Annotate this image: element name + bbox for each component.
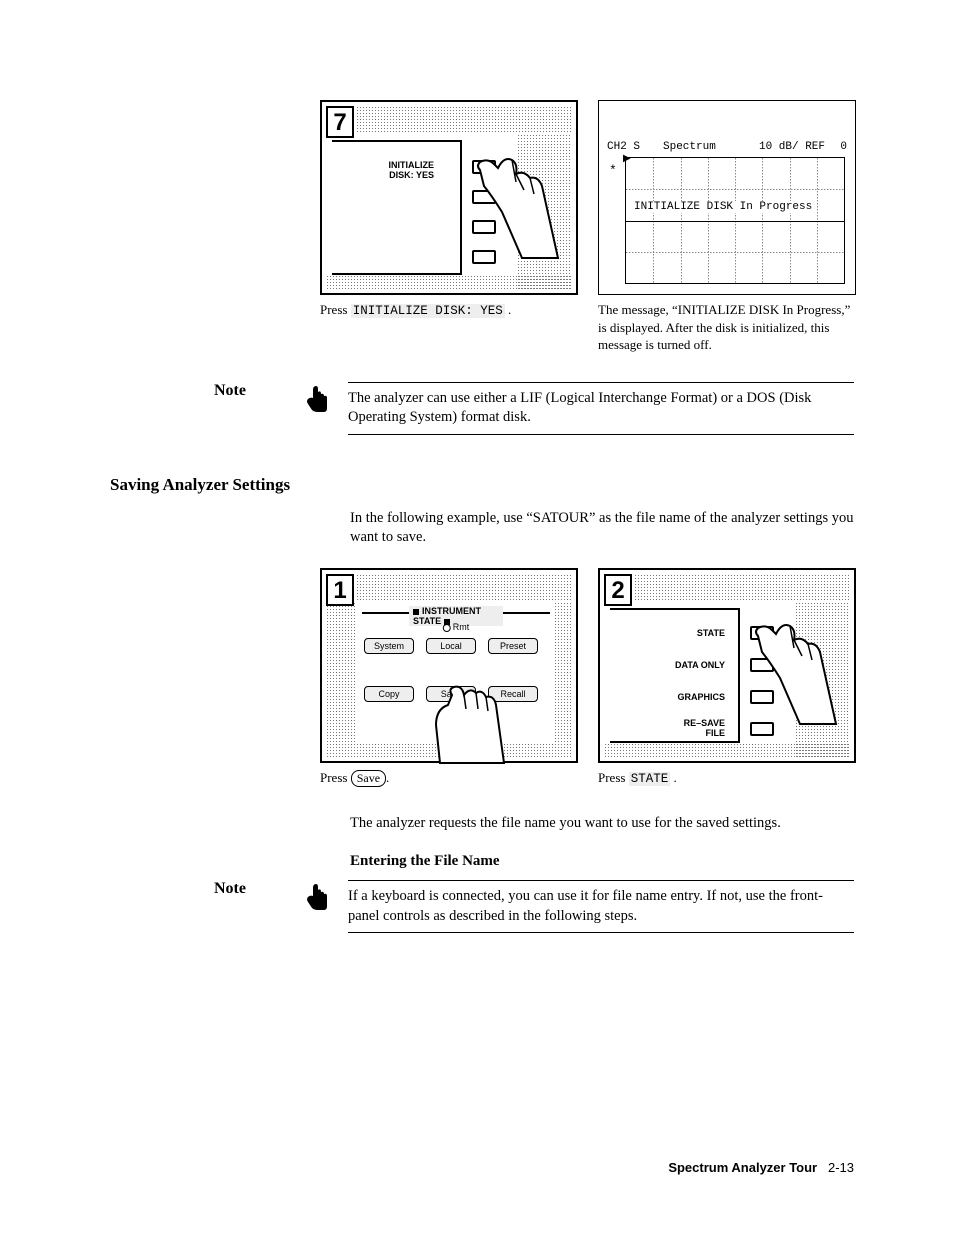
stipple-2-top: [634, 574, 850, 602]
stipple-top: [356, 106, 572, 134]
note-1-label: Note: [214, 382, 304, 400]
ref-label: 0: [840, 141, 847, 153]
figure-1-box: 1 INSTRUMENT STATE Rmt System Local Pres…: [320, 568, 578, 763]
step-number-1: 1: [326, 574, 354, 606]
preset-button: Preset: [488, 638, 538, 654]
footer-title: Spectrum Analyzer Tour: [668, 1160, 817, 1175]
screen-caption: The message, “INITIALIZE DISK In Progres…: [598, 301, 856, 354]
note-hand-icon-2: [304, 880, 334, 917]
sk-label-data: DATA ONLY: [655, 660, 725, 670]
stipple-1-left: [326, 602, 356, 743]
figure-row-1-2: 1 INSTRUMENT STATE Rmt System Local Pres…: [320, 568, 854, 788]
section-heading: Saving Analyzer Settings: [110, 475, 854, 495]
mode-label: Spectrum: [663, 141, 716, 153]
scale-label: 10 dB/ REF: [759, 141, 825, 153]
system-button: System: [364, 638, 414, 654]
note-2: Note If a keyboard is connected, you can…: [214, 880, 854, 933]
stipple-2-bot: [604, 743, 850, 757]
note-1: Note The analyzer can use either a LIF (…: [214, 382, 854, 435]
figure-1-col: 1 INSTRUMENT STATE Rmt System Local Pres…: [320, 568, 578, 788]
figure-7-box: 7 INITIALIZE DISK: YES: [320, 100, 578, 295]
save-key: Save: [351, 770, 386, 787]
figure-2-caption: Press STATE .: [598, 769, 856, 788]
hand-icon-2: [740, 608, 840, 728]
figure-2-col: 2 STATE DATA ONLY GRAPHICS RE–SAVEFILE: [598, 568, 856, 788]
cmd-state: STATE: [629, 772, 671, 786]
figure-7-caption: Press INITIALIZE DISK: YES .: [320, 301, 578, 320]
note-hand-icon: [304, 382, 334, 419]
rmt-indicator: Rmt: [443, 622, 470, 632]
figure-7-col: 7 INITIALIZE DISK: YES Press IN: [320, 100, 578, 354]
sk-label-resave: RE–SAVEFILE: [655, 718, 725, 738]
step-number-7: 7: [326, 106, 354, 138]
after-text: The analyzer requests the file name you …: [350, 814, 854, 834]
stipple-bottom: [326, 275, 572, 289]
sk-label-graphics: GRAPHICS: [655, 692, 725, 702]
hand-icon-1: [422, 685, 512, 765]
screen-col: CH2 S ▶ Spectrum 10 dB/ REF 0 * INITIALI…: [598, 100, 856, 354]
cmd-initialize: INITIALIZE DISK: YES: [351, 304, 505, 318]
copy-button: Copy: [364, 686, 414, 702]
figure-row-7: 7 INITIALIZE DISK: YES Press IN: [320, 100, 854, 354]
softkey-label: INITIALIZE DISK: YES: [364, 160, 434, 180]
stipple-1-right: [554, 602, 572, 743]
step-number-2: 2: [604, 574, 632, 606]
note-2-body: If a keyboard is connected, you can use …: [348, 880, 854, 933]
hand-icon: [462, 142, 562, 262]
local-button: Local: [426, 638, 476, 654]
stipple-1-top: [356, 574, 572, 602]
section-intro: In the following example, use “SATOUR” a…: [350, 509, 854, 548]
grid-area: INITIALIZE DISK In Progress: [625, 157, 845, 284]
screen-msg: INITIALIZE DISK In Progress: [632, 201, 814, 213]
screen-box: CH2 S ▶ Spectrum 10 dB/ REF 0 * INITIALI…: [598, 100, 856, 295]
star-marker: *: [609, 163, 617, 178]
note-1-body: The analyzer can use either a LIF (Logic…: [348, 382, 854, 435]
ch-label: CH2 S: [607, 141, 640, 153]
sk-label-state: STATE: [655, 628, 725, 638]
page-footer: Spectrum Analyzer Tour 2-13: [668, 1160, 854, 1175]
figure-2-box: 2 STATE DATA ONLY GRAPHICS RE–SAVEFILE: [598, 568, 856, 763]
figure-1-caption: Press Save.: [320, 769, 578, 787]
note-2-label: Note: [214, 880, 304, 898]
footer-page: 2-13: [828, 1160, 854, 1175]
sub-heading: Entering the File Name: [350, 853, 854, 870]
